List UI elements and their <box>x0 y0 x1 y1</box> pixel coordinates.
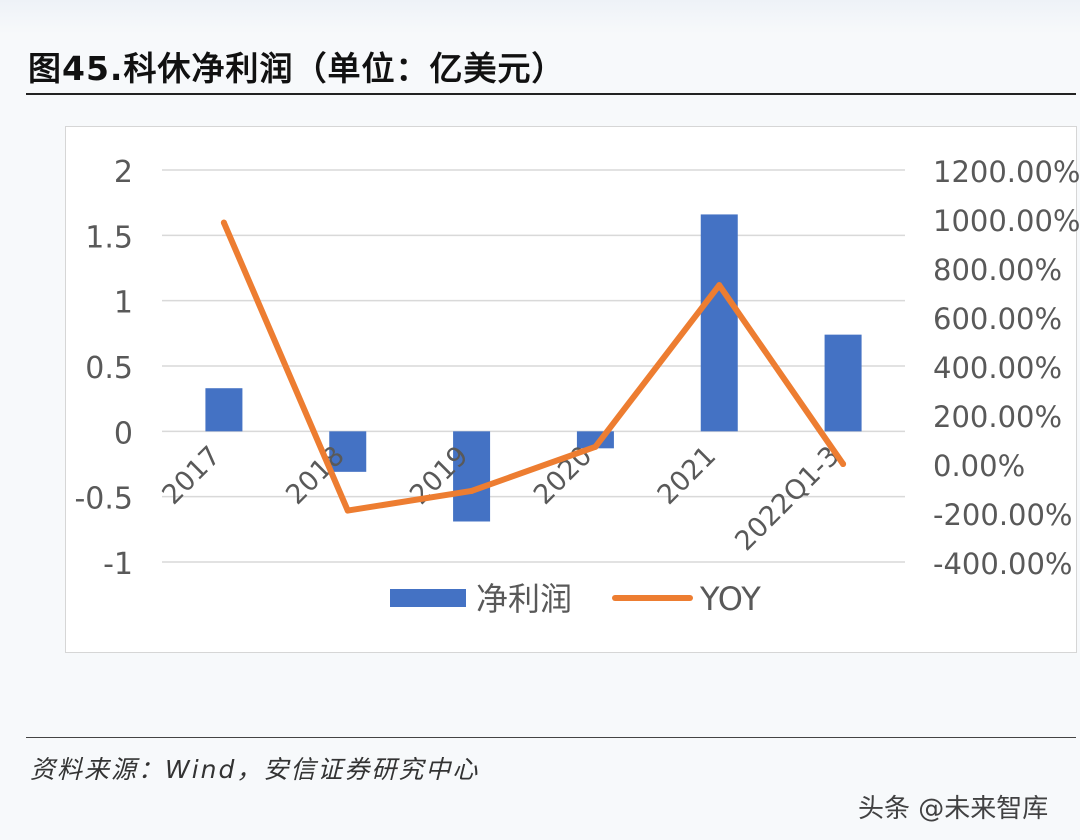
bar-2021 <box>700 214 738 432</box>
yoy-point-2020 <box>592 443 599 450</box>
category-label: 2017 <box>156 440 227 511</box>
left-axis-tick-label: -0.5 <box>74 482 133 517</box>
right-axis-tick-label: -400.00% <box>933 547 1073 581</box>
bar-2017 <box>205 388 243 432</box>
figure-title: 图45.科休净利润（单位：亿美元） <box>28 49 566 88</box>
source-note: 资料来源：Wind，安信证券研究中心 <box>30 755 480 784</box>
bar-2019 <box>453 431 491 522</box>
title-divider <box>26 93 1076 95</box>
top-band <box>0 0 1080 34</box>
category-label: 2021 <box>652 440 723 511</box>
right-axis-tick-label: 400.00% <box>933 351 1062 385</box>
left-axis-tick-label: 0.5 <box>85 351 133 386</box>
bar-2018 <box>329 431 367 472</box>
yoy-point-2019 <box>468 487 475 494</box>
source-divider <box>26 737 1076 738</box>
right-axis-tick-label: 1200.00% <box>933 155 1080 189</box>
left-axis-tick-label: 2 <box>114 155 133 190</box>
combo-chart: 2 1.5 1 0.5 0 -0.5 -1 1200.00% 1000.00% 800.00% 60… <box>74 155 1080 618</box>
legend-label-line: YOY <box>699 580 761 618</box>
watermark: 头条 @未来智库 <box>858 788 1048 825</box>
left-axis-tick-label: 1.5 <box>85 220 133 255</box>
right-axis-tick-label: 1000.00% <box>933 204 1080 238</box>
right-axis-tick-label: 600.00% <box>933 302 1062 336</box>
yoy-point-2022Q1-3 <box>840 461 847 467</box>
right-axis-tick-label: 200.00% <box>933 400 1062 434</box>
yoy-point-2021 <box>716 282 723 289</box>
left-axis-tick-label: -1 <box>103 547 133 582</box>
watermark-text: 头条 @未来智库 <box>858 794 1049 824</box>
category-label: 2022Q1-3 <box>729 440 846 557</box>
left-axis-tick-label: 1 <box>114 286 133 321</box>
right-axis-tick-label: 0.00% <box>933 449 1025 483</box>
bar-2022Q1-3 <box>824 334 862 432</box>
legend-label-bar: 净利润 <box>476 580 572 618</box>
legend-swatch-bar <box>390 589 466 607</box>
right-axis-tick-label: 800.00% <box>933 253 1062 287</box>
yoy-point-2017 <box>220 219 227 226</box>
yoy-point-2018 <box>344 507 351 514</box>
yoy-line <box>220 219 847 514</box>
left-axis-tick-label: 0 <box>114 416 133 451</box>
right-axis-tick-label: -200.00% <box>933 498 1073 532</box>
